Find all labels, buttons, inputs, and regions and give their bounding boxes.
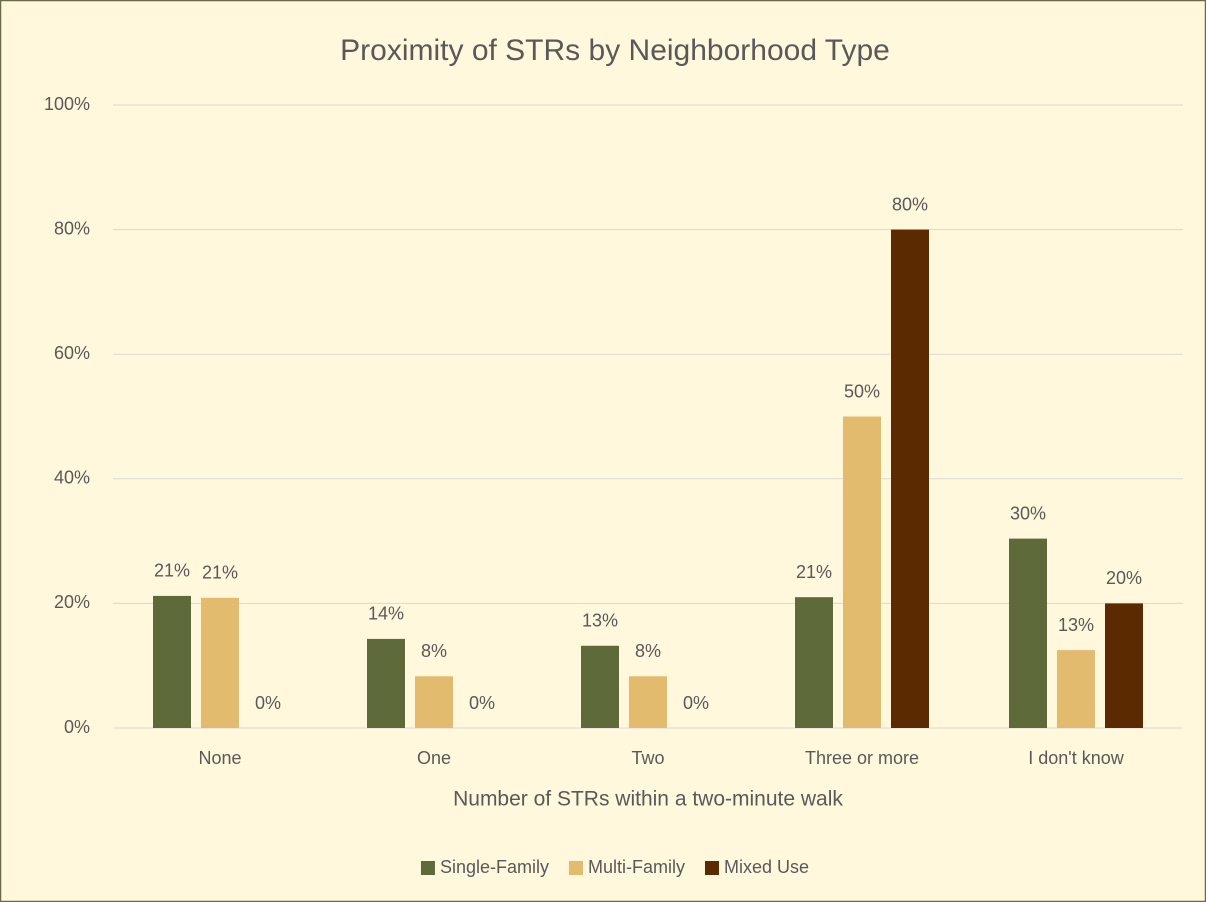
y-tick-label: 20%: [54, 592, 90, 612]
bar: [1105, 603, 1143, 728]
legend-label: Multi-Family: [588, 857, 685, 877]
legend-swatch: [569, 861, 583, 875]
chart-title: Proximity of STRs by Neighborhood Type: [340, 34, 890, 67]
bar: [891, 229, 929, 728]
bar: [843, 416, 881, 728]
x-tick-label: One: [417, 748, 451, 768]
data-label: 80%: [892, 194, 928, 214]
bar: [795, 597, 833, 728]
x-tick-label: Three or more: [805, 748, 919, 768]
legend-label: Single-Family: [440, 857, 549, 877]
data-label: 21%: [154, 561, 190, 581]
y-tick-label: 0%: [64, 717, 90, 737]
y-tick-label: 100%: [44, 94, 90, 114]
legend-label: Mixed Use: [724, 857, 809, 877]
bar: [1057, 650, 1095, 728]
bar: [415, 676, 453, 728]
x-tick-label: Two: [631, 748, 664, 768]
data-label: 20%: [1106, 568, 1142, 588]
data-label: 8%: [635, 641, 661, 661]
data-label: 0%: [469, 693, 495, 713]
y-tick-label: 40%: [54, 468, 90, 488]
bar: [629, 676, 667, 728]
y-tick-label: 60%: [54, 343, 90, 363]
data-label: 14%: [368, 604, 404, 624]
data-label: 13%: [582, 611, 618, 631]
data-label: 21%: [796, 562, 832, 582]
legend-swatch: [420, 861, 435, 875]
data-label: 0%: [255, 693, 281, 713]
data-label: 50%: [844, 381, 880, 401]
data-label: 21%: [202, 563, 238, 583]
bar: [201, 597, 239, 728]
data-label: 30%: [1010, 503, 1046, 523]
x-tick-label: None: [198, 748, 241, 768]
y-tick-label: 80%: [54, 218, 90, 238]
bar: [581, 645, 619, 728]
bar: [153, 595, 191, 728]
bar: [367, 638, 405, 728]
legend-swatch: [705, 861, 719, 875]
x-tick-label: I don't know: [1028, 748, 1124, 768]
data-label: 13%: [1058, 615, 1094, 635]
x-axis-title: Number of STRs within a two-minute walk: [453, 788, 843, 811]
bar: [1009, 538, 1047, 728]
data-label: 8%: [421, 641, 447, 661]
data-label: 0%: [683, 693, 709, 713]
